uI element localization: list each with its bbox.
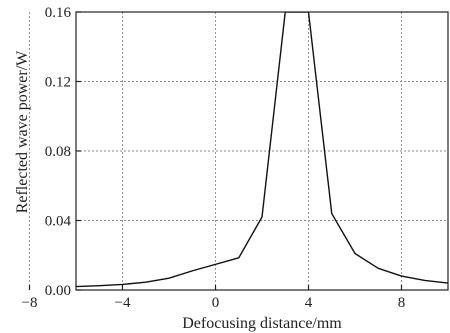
y-tick-label: 0.04 [45, 214, 72, 230]
y-tick-label: 0.12 [45, 75, 71, 91]
series-line [76, 12, 448, 288]
x-axis-title: Defocusing distance/mm [182, 315, 342, 332]
grid-layer [29, 12, 448, 290]
series-layer [76, 12, 448, 288]
x-tick-label: −8 [22, 295, 38, 311]
y-axis-title: Reflected wave power/W [14, 50, 31, 213]
x-tick-label: −4 [115, 295, 131, 311]
x-tick-label: 8 [398, 295, 406, 311]
plot-frame [75, 11, 449, 291]
y-tick-label: 0.08 [45, 144, 71, 160]
y-tick-label: 0.16 [45, 5, 72, 21]
label-layer: −4 −8 0 4 8 0.00 0.04 0.08 0.12 0.16 [22, 5, 406, 311]
x-tick-label: 0 [212, 295, 220, 311]
y-tick-label: 0.00 [45, 283, 71, 299]
x-tick-label: 4 [305, 295, 313, 311]
